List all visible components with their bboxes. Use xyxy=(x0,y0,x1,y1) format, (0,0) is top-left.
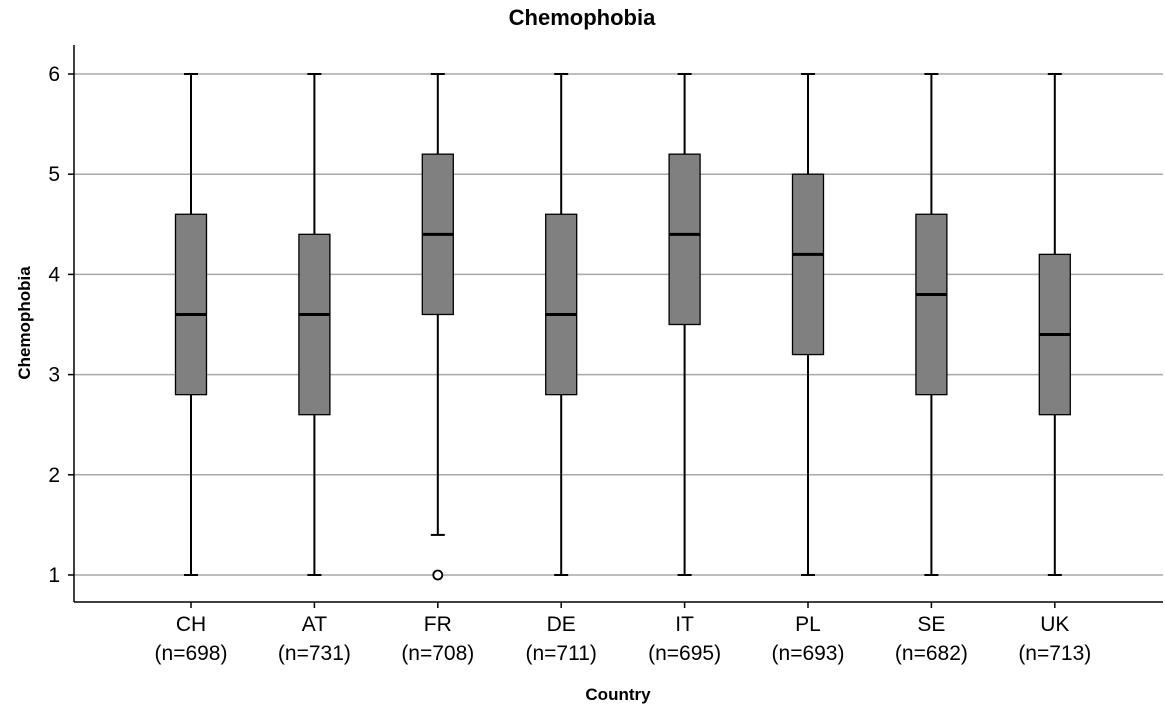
box-iqr xyxy=(298,233,331,416)
category-n-label: (n=711) xyxy=(525,642,596,665)
category-n-label: (n=713) xyxy=(1018,642,1091,665)
box-uk xyxy=(1038,73,1071,576)
category-n-label: (n=698) xyxy=(155,642,228,665)
category-label: IT xyxy=(675,613,694,636)
box-iqr xyxy=(174,213,208,396)
category-label: FR xyxy=(424,613,452,636)
outlier-point xyxy=(432,569,444,581)
box-ch xyxy=(174,73,208,576)
boxes xyxy=(174,73,1071,581)
box-pl xyxy=(791,73,825,576)
axes: 1 2 3 4 5 6 xyxy=(48,45,1163,608)
box-se xyxy=(915,73,948,576)
category-n-label: (n=682) xyxy=(895,642,968,665)
y-tick-label: 3 xyxy=(48,364,60,387)
category-n-label: (n=731) xyxy=(278,642,351,665)
box-iqr xyxy=(915,213,948,396)
category-label: UK xyxy=(1040,613,1069,636)
chart-title: Chemophobia xyxy=(509,5,656,30)
category-n-label: (n=695) xyxy=(648,642,721,665)
category-labels: CH (n=698) AT (n=731) FR (n=708) DE (n=711) IT (n… xyxy=(155,613,1092,665)
category-label: PL xyxy=(795,613,821,636)
box-iqr xyxy=(668,153,701,326)
y-tick-label: 2 xyxy=(48,464,60,487)
box-it xyxy=(668,73,701,576)
category-label: DE xyxy=(547,613,576,636)
category-label: AT xyxy=(302,613,327,636)
y-tick-label: 5 xyxy=(48,163,60,186)
box-fr xyxy=(421,73,454,581)
box-iqr xyxy=(545,213,578,396)
y-axis-title: Chemophobia xyxy=(15,266,34,380)
x-axis-title: Country xyxy=(585,685,651,704)
y-tick-label: 4 xyxy=(48,263,60,286)
box-at xyxy=(298,73,331,576)
category-label: SE xyxy=(917,613,945,636)
box-de xyxy=(545,73,578,576)
box-iqr xyxy=(791,173,825,356)
category-n-label: (n=693) xyxy=(772,642,845,665)
category-n-label: (n=708) xyxy=(401,642,474,665)
gridlines xyxy=(74,73,1163,576)
category-label: CH xyxy=(176,613,206,636)
y-tick-label: 6 xyxy=(48,63,60,86)
y-tick-label: 1 xyxy=(48,564,60,587)
